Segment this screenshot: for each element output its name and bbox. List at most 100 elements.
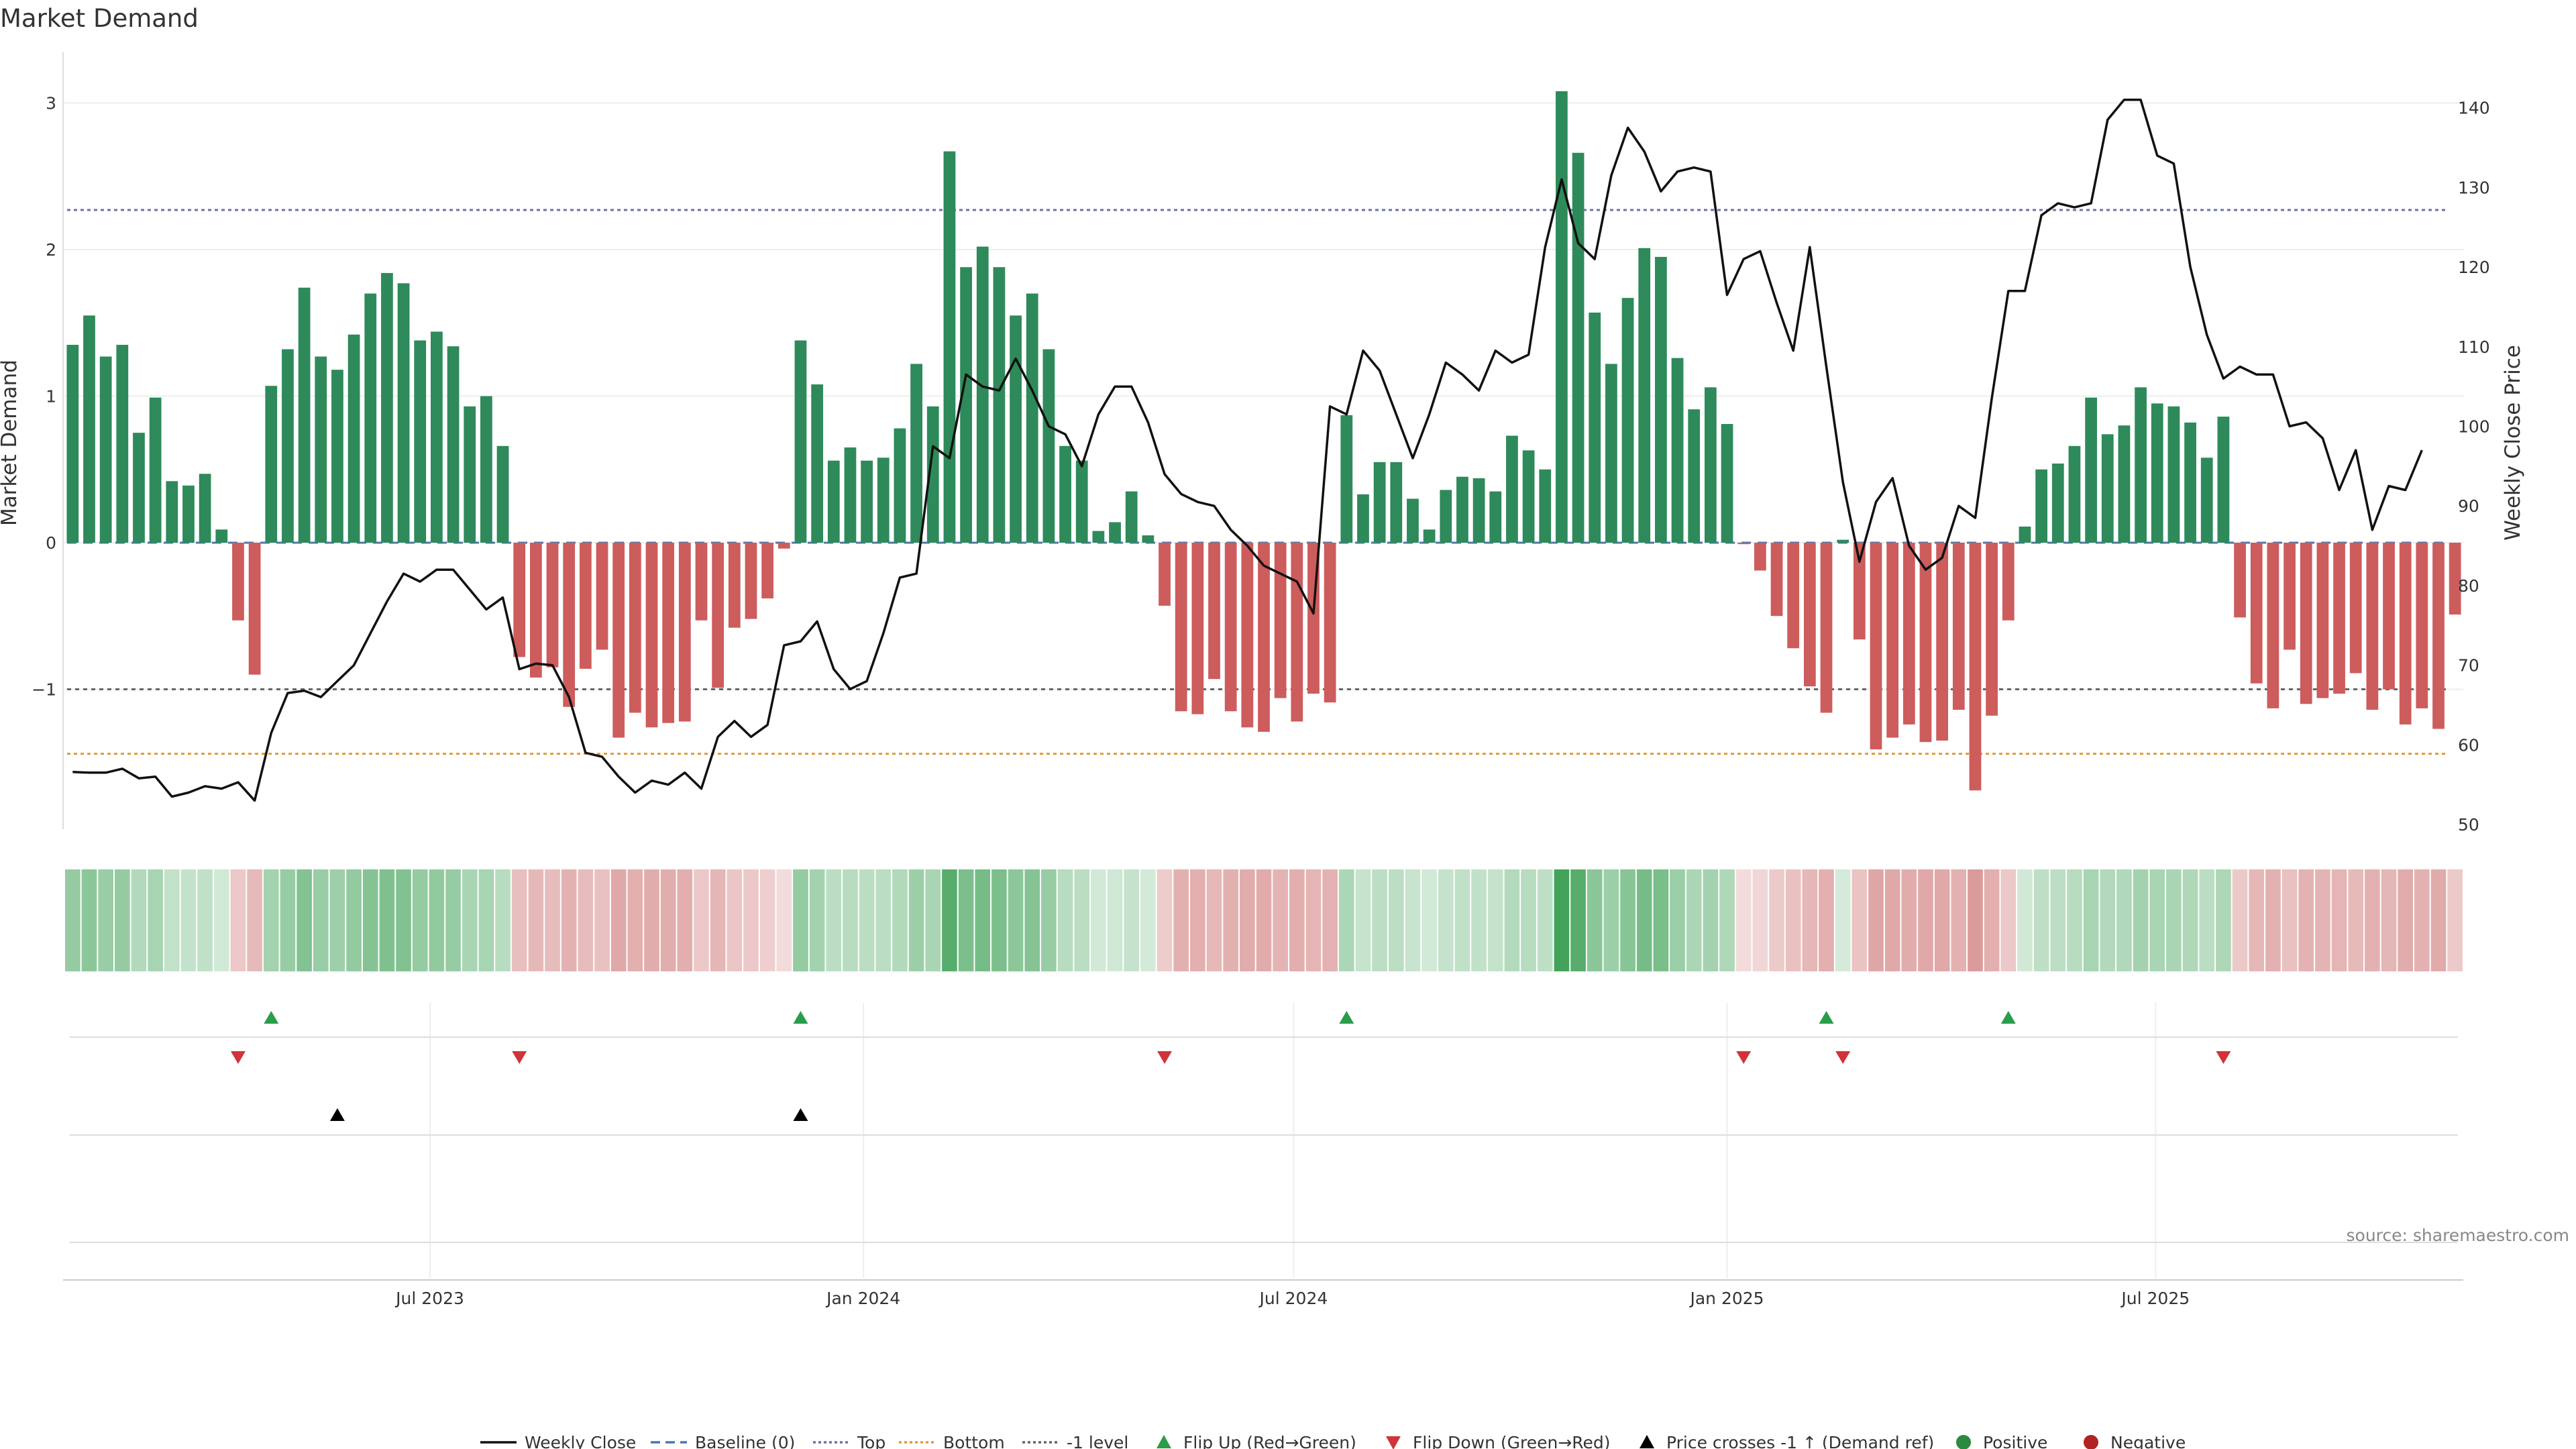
heat-cell <box>2116 869 2132 971</box>
heat-cell <box>1190 869 1205 971</box>
heat-cell <box>627 869 643 971</box>
heat-cell <box>396 869 411 971</box>
heat-cell <box>1653 869 1669 971</box>
heat-cell <box>892 869 908 971</box>
demand-bar-negative <box>1820 543 1833 713</box>
y-tick-label: −1 <box>32 680 56 700</box>
demand-bar-positive <box>1026 293 1038 543</box>
heat-cell <box>743 869 759 971</box>
heat-cell <box>594 869 610 971</box>
legend-label: Positive <box>1983 1433 2047 1449</box>
demand-bar-positive <box>861 460 873 543</box>
demand-bar-positive <box>910 364 922 543</box>
heat-cell <box>2315 869 2330 971</box>
y2-tick-label: 60 <box>2458 735 2479 755</box>
demand-bar-negative <box>1870 543 1882 750</box>
heat-cell <box>677 869 693 971</box>
heat-cell <box>776 869 792 971</box>
demand-bar-positive <box>976 246 989 543</box>
heat-cell <box>2265 869 2281 971</box>
heat-cell <box>280 869 296 971</box>
heat-cell <box>644 869 659 971</box>
demand-bar-negative <box>761 543 774 599</box>
demand-bar-negative <box>2349 543 2362 674</box>
heat-cell <box>859 869 875 971</box>
demand-bar-positive <box>1572 152 1585 543</box>
y2-tick-label: 100 <box>2458 417 2490 437</box>
chart-title: Market Demand <box>0 4 199 33</box>
demand-bar-positive <box>1655 256 1667 543</box>
demand-bar-positive <box>2051 464 2064 543</box>
demand-bar-positive <box>2167 406 2180 543</box>
demand-bar-negative <box>2002 543 2015 621</box>
heat-cell <box>1405 869 1421 971</box>
heat-cell <box>727 869 743 971</box>
demand-bar-negative <box>678 543 691 722</box>
demand-bar-positive <box>1357 494 1369 543</box>
heat-cell <box>379 869 395 971</box>
heat-cell <box>1951 869 1967 971</box>
y2-tick-label: 120 <box>2458 258 2490 277</box>
demand-bar-negative <box>1936 543 1949 741</box>
legend-swatch-circle <box>1956 1435 1971 1449</box>
y2-tick-label: 80 <box>2458 576 2479 596</box>
heat-cell <box>2381 869 2397 971</box>
demand-bar-positive <box>66 345 79 543</box>
demand-bar-positive <box>1837 539 1849 543</box>
heat-cell <box>1570 869 1586 971</box>
heat-cell <box>1620 869 1635 971</box>
demand-bar-negative <box>1241 543 1254 728</box>
demand-bar-positive <box>1340 415 1353 543</box>
y-tick-label: 1 <box>46 387 56 407</box>
demand-bar-positive <box>2085 397 2097 543</box>
demand-bar-negative <box>579 543 592 669</box>
heat-cell <box>710 869 726 971</box>
legend-label: Top <box>857 1433 885 1449</box>
demand-bar-negative <box>2416 543 2428 708</box>
legend-item: Negative <box>2084 1433 2186 1449</box>
heat-cell <box>561 869 577 971</box>
demand-bar-positive <box>1042 349 1055 543</box>
demand-bar-negative <box>1324 543 1336 703</box>
demand-bar-negative <box>728 543 741 628</box>
y-tick-label: 2 <box>46 240 56 260</box>
heat-cell <box>1934 869 1950 971</box>
heat-cell <box>2017 869 2033 971</box>
heat-cell <box>1041 869 1057 971</box>
demand-bar-positive <box>397 283 410 543</box>
heat-cell <box>114 869 130 971</box>
heat-cell <box>1289 869 1305 971</box>
heat-cell <box>2149 869 2165 971</box>
price-cross-marker <box>329 1108 345 1121</box>
heat-cell <box>1554 869 1570 971</box>
heat-cell <box>958 869 974 971</box>
demand-bar-positive <box>199 474 211 543</box>
heat-cell <box>1305 869 1322 971</box>
legend-swatch-circle <box>2084 1435 2098 1449</box>
heat-cell <box>1521 869 1536 971</box>
heat-cell <box>1603 869 1619 971</box>
demand-bar-positive <box>1456 476 1468 543</box>
y2-tick-label: 50 <box>2458 815 2479 835</box>
heat-cell <box>445 869 461 971</box>
demand-bar-positive <box>447 346 460 543</box>
demand-bar-negative <box>1737 543 1750 545</box>
heat-cell <box>1173 869 1189 971</box>
legend-item: Price crosses -1 ↑ (Demand ref) <box>1640 1433 1934 1449</box>
demand-bar-negative <box>1787 543 1800 649</box>
demand-bar-positive <box>1109 522 1121 543</box>
heat-cell <box>1835 869 1851 971</box>
demand-bar-positive <box>811 384 824 543</box>
demand-bar-positive <box>1556 91 1568 543</box>
heat-cell <box>809 869 825 971</box>
flip-down-marker <box>2216 1051 2231 1064</box>
demand-bar-negative <box>612 543 625 738</box>
flip-up-marker <box>2000 1011 2016 1024</box>
legend-item: Baseline (0) <box>651 1433 795 1449</box>
heat-cell <box>462 869 478 971</box>
demand-bar-positive <box>166 481 178 543</box>
demand-bar-positive <box>381 272 393 543</box>
heat-cell <box>1851 869 1868 971</box>
heat-cell <box>1322 869 1338 971</box>
flip-down-marker <box>1835 1051 1851 1064</box>
